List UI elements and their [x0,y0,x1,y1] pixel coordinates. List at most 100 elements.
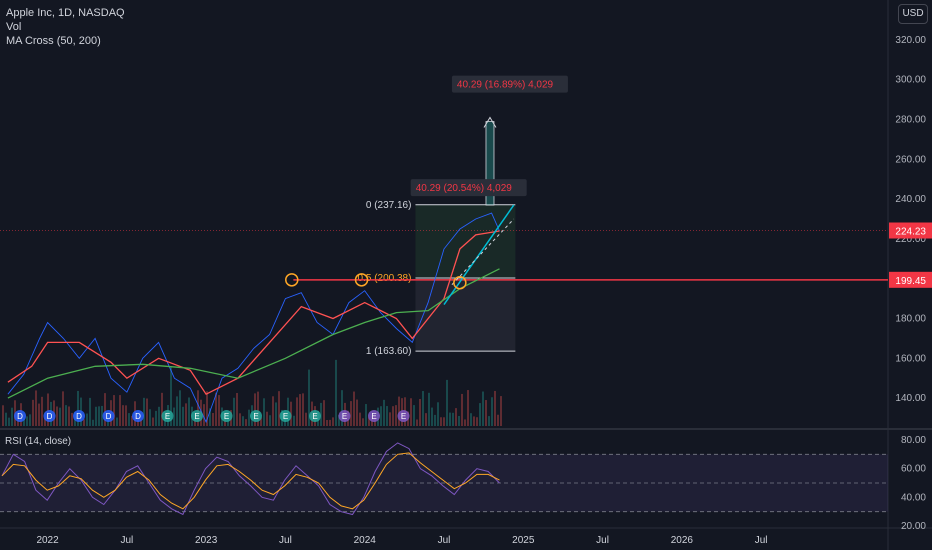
currency-button[interactable]: USD [898,4,928,24]
volume-bar [71,412,73,426]
volume-bar [419,398,421,426]
x-tick-label: Jul [438,535,451,546]
volume-bar [140,419,142,426]
event-marker-label: E [342,412,347,421]
price-tag-current: 224.23 [895,227,926,238]
volume-bar [83,419,85,426]
volume-bar [320,402,322,426]
volume-bar [416,419,418,426]
volume-bar [170,366,172,426]
volume-bar [269,415,271,426]
ma-cross-indicator-label[interactable]: MA Cross (50, 200) [6,35,101,47]
volume-bar [455,408,457,426]
volume-bar [275,402,277,426]
volume-bar [122,405,124,426]
highlight-circle [354,273,369,287]
volume-bar [245,419,247,426]
volume-bar [470,413,472,426]
price-tag-level: 199.45 [895,276,926,287]
volume-bar [146,398,148,426]
volume-bar [203,404,205,426]
x-tick-label: Jul [120,535,133,546]
measure-label-2: 40.29 (16.89%) 4,029 [457,80,554,91]
volume-bar [119,395,121,426]
volume-bar [239,413,241,426]
y-tick-label: 260.00 [895,154,926,165]
volume-bar [392,406,394,426]
volume-bar [437,402,439,426]
volume-bar [305,412,307,426]
volume-bar [23,418,25,426]
measure-label-1: 40.29 (20.54%) 4,029 [416,183,513,194]
volume-bar [500,396,502,426]
volume-bar [413,405,415,426]
volume-bar [440,417,442,426]
highlight-circle [285,273,299,287]
volume-bar [260,417,262,426]
volume-bar [92,419,94,426]
volume-bar [113,395,115,426]
volume-bar [104,393,106,426]
measure-arrow-head [483,116,497,128]
rsi-tick-label: 40.00 [901,492,926,503]
volume-bar [173,407,175,426]
volume-bar [452,412,454,426]
x-tick-label: 2022 [36,535,59,546]
volume-bar [272,396,274,426]
event-marker [309,410,321,422]
y-tick-label: 280.00 [895,115,926,126]
volume-bar [242,416,244,426]
volume-bar [335,359,337,426]
volume-bar [131,415,133,426]
vol-indicator-label[interactable]: Vol [6,21,22,33]
y-tick-label: 300.00 [895,75,926,86]
volume-bar [395,405,397,426]
volume-bar [278,391,280,426]
rsi-ma-line [1,452,500,510]
event-marker [220,410,233,422]
volume-bar [332,417,334,426]
volume-bar [2,405,4,426]
rsi-line [1,442,500,516]
volume-bar [338,414,340,426]
x-tick-label: 2025 [512,535,535,546]
volume-bar [425,413,427,426]
volume-bar [485,400,487,426]
event-marker-label: D [17,412,23,421]
event-marker [279,410,292,422]
y-tick-label: 180.00 [895,314,926,325]
volume-bar [458,415,460,426]
volume-bar [89,397,91,426]
volume-bar [152,417,154,426]
measure-arrow [485,121,495,206]
volume-bar [68,406,70,426]
event-marker [161,410,174,422]
volume-bar [476,417,478,426]
event-marker [132,410,144,422]
volume-bar [383,399,385,426]
event-marker-label: E [312,412,317,421]
volume-bar [65,405,67,426]
volume-bar [461,393,463,426]
y-tick-label: 220.00 [895,234,926,245]
volume-bar [26,416,28,426]
rsi-indicator-label[interactable]: RSI (14, close) [5,436,72,447]
measure-label-2-bg [451,75,568,93]
fib-05-label: 0.5 (200.38) [358,273,412,284]
volume-bar [467,390,469,426]
volume-bar [254,393,256,426]
volume-bar [368,417,370,426]
volume-bar [482,391,484,426]
volume-bar [497,414,499,426]
event-marker-label: E [283,412,288,421]
event-marker [43,410,56,422]
price-line [7,212,500,424]
volume-bar [209,408,211,426]
volume-bar [350,401,352,426]
chart-legend: Apple Inc, 1D, NASDAQ Vol MA Cross (50, … [6,6,125,48]
volume-bar [176,396,178,426]
symbol-title: Apple Inc, 1D, NASDAQ [6,7,125,19]
volume-bar [329,419,331,426]
volume-bar [86,413,88,426]
